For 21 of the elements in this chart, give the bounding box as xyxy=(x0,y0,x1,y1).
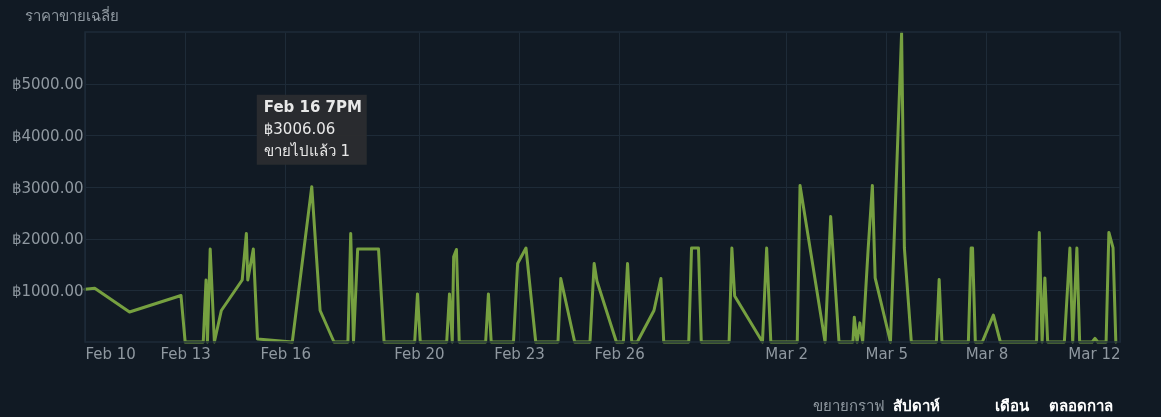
x-tick-label: Feb 20 xyxy=(394,344,445,363)
x-tick-label: Mar 12 xyxy=(1068,344,1121,363)
text: สัปดาห์ xyxy=(893,397,940,415)
x-tick-label: Feb 26 xyxy=(594,344,645,363)
x-tick-label: Mar 2 xyxy=(765,344,808,363)
x-tick-label: Feb 23 xyxy=(494,344,545,363)
y-tick-label: ฿1000.00 xyxy=(11,281,84,300)
annotation: Feb 16 7PM ฿3006.06 ขายไปแล้ว 1 xyxy=(263,97,362,160)
x-tick-label: Mar 5 xyxy=(865,344,909,363)
chart-title: ราคาขายเฉลี่ย xyxy=(25,5,119,25)
y-tick-label: ฿5000.00 xyxy=(11,75,84,94)
y-tick-label: ฿3000.00 xyxy=(11,178,84,197)
y-tick-label: ฿4000.00 xyxy=(11,126,84,145)
text: ขยายกราฟ xyxy=(813,397,885,415)
x-tick-label: Feb 10 xyxy=(85,344,136,363)
text: ตลอดกาล xyxy=(1049,397,1113,415)
y-tick-label: ฿2000.00 xyxy=(11,230,84,249)
x-tick-label: Feb 16 xyxy=(260,344,312,363)
x-tick-label: Mar 8 xyxy=(965,344,1009,363)
text: เดือน xyxy=(995,397,1030,415)
x-tick-label: Feb 13 xyxy=(160,344,211,363)
